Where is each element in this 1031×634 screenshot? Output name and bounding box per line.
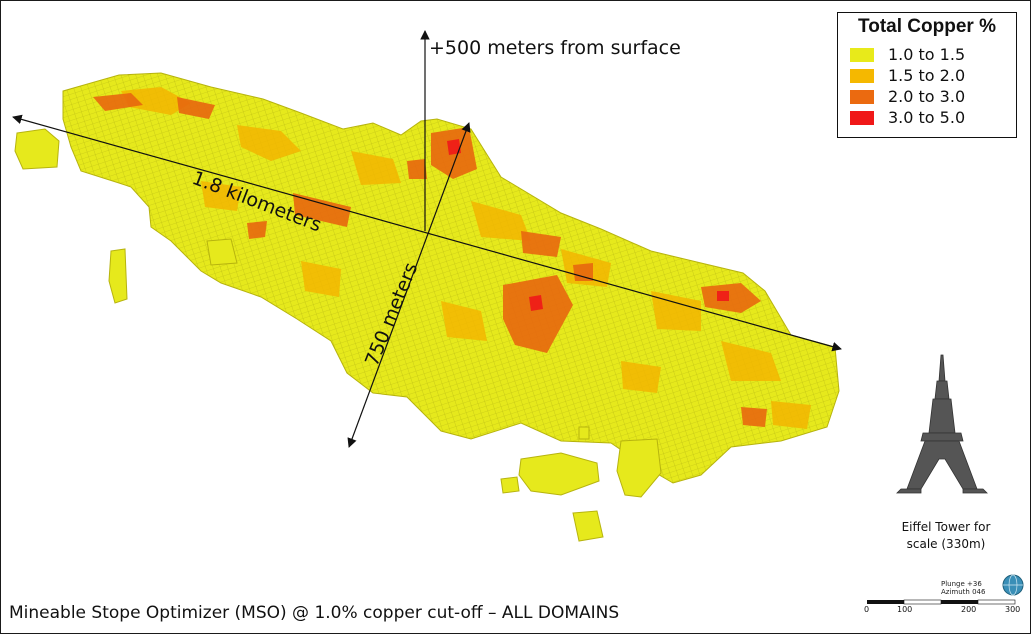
eiffel-tower-caption: Eiffel Tower for scale (330m) <box>871 519 1021 553</box>
outlier-block <box>616 438 662 498</box>
legend-swatch <box>850 111 874 125</box>
legend-label: 1.5 to 2.0 <box>888 66 966 85</box>
eiffel-tower-caption-line2: scale (330m) <box>906 537 986 551</box>
figure-caption: Mineable Stope Optimizer (MSO) @ 1.0% co… <box>9 603 620 623</box>
azimuth-label: Azimuth 046 <box>941 588 986 596</box>
legend-title: Total Copper % <box>858 16 996 37</box>
eiffel-tower-icon <box>896 354 988 494</box>
scale-tick-label: 100 <box>897 605 913 614</box>
dimension-axes <box>12 30 842 448</box>
eiffel-tower-caption-line1: Eiffel Tower for <box>901 520 991 534</box>
scale-bar <box>867 599 1016 605</box>
legend-label: 3.0 to 5.0 <box>888 108 966 127</box>
outlier-block <box>572 510 604 542</box>
orientation-globe-icon <box>1002 574 1024 596</box>
legend-swatch <box>850 90 874 104</box>
orebody-blocks <box>14 72 840 542</box>
outlier-block <box>500 476 520 494</box>
scale-tick-label: 300 <box>1005 605 1021 614</box>
vertical-extent-label: +500 meters from surface <box>429 37 681 59</box>
scale-tick-label: 200 <box>961 605 977 614</box>
scale-tick-label: 0 <box>864 605 870 614</box>
outlier-block <box>518 452 600 496</box>
width-axis-arrow <box>347 122 471 448</box>
outlier-block <box>108 248 128 304</box>
outlier-block <box>14 128 60 170</box>
grade-legend: Total Copper % 1.0 to 1.5 1.5 to 2.0 2.0… <box>837 12 1017 138</box>
legend-label: 1.0 to 1.5 <box>888 45 966 64</box>
legend-label: 2.0 to 3.0 <box>888 87 966 106</box>
outlier-block <box>578 426 590 440</box>
view-orientation: Plunge +36 Azimuth 046 <box>941 580 985 596</box>
legend-swatch <box>850 69 874 83</box>
legend-swatch <box>850 48 874 62</box>
plunge-label: Plunge +36 <box>941 580 982 588</box>
